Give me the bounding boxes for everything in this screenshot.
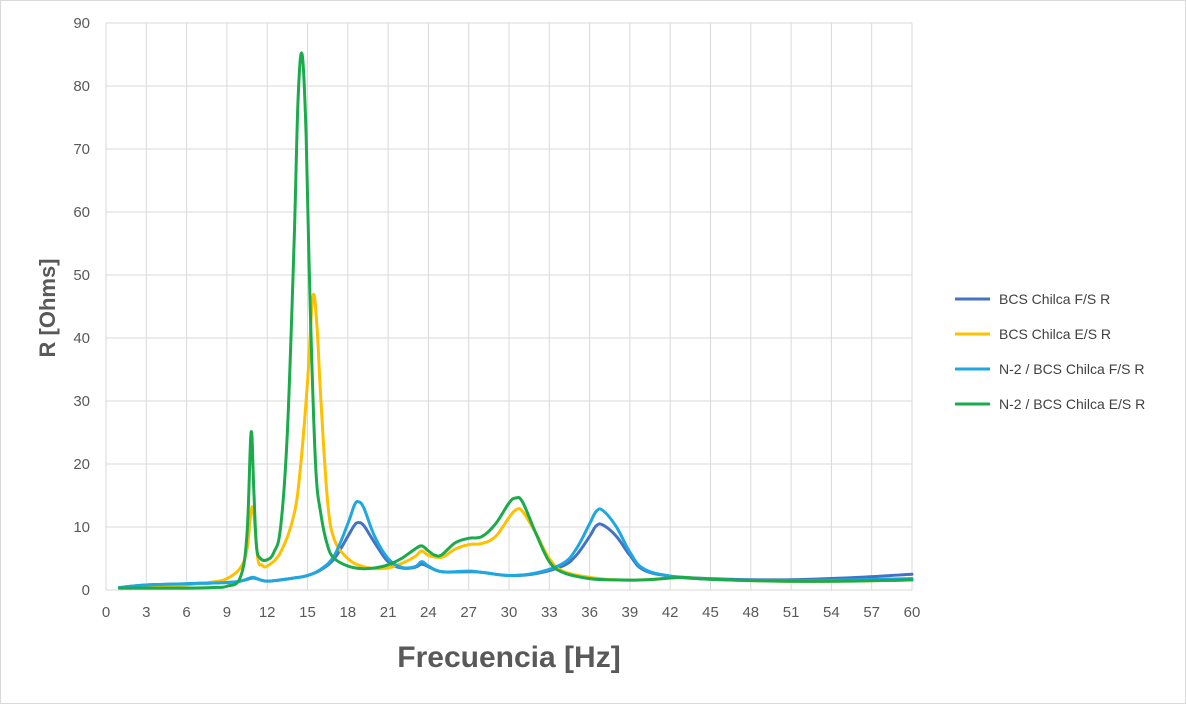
x-tick-label: 21: [380, 604, 397, 621]
x-tick-label: 30: [501, 604, 518, 621]
x-tick-label: 42: [662, 604, 679, 621]
y-tick-label: 80: [73, 78, 90, 95]
y-tick-label: 20: [73, 456, 90, 473]
legend-label: N-2 / BCS Chilca E/S R: [999, 396, 1145, 412]
x-tick-label: 48: [742, 604, 759, 621]
x-tick-label: 3: [142, 604, 150, 621]
legend-label: BCS Chilca F/S R: [999, 291, 1110, 307]
x-tick-label: 60: [904, 604, 921, 621]
x-tick-label: 24: [420, 604, 437, 621]
y-tick-label: 60: [73, 204, 90, 221]
x-tick-label: 54: [823, 604, 840, 621]
x-tick-label: 15: [299, 604, 316, 621]
x-tick-label: 33: [541, 604, 558, 621]
y-tick-label: 70: [73, 141, 90, 158]
x-tick-labels: 0 3 6 9 12 15 18 21 24 27 30 33 36 39 42 45 48 51 54 57 60: [102, 604, 921, 621]
series-lines: [117, 51, 914, 590]
series-line-4: [117, 51, 914, 590]
y-tick-labels: 0 10 20 30 40 50 60 70 80 90: [73, 15, 90, 599]
x-tick-label: 0: [102, 604, 110, 621]
y-tick-label: 0: [82, 582, 90, 599]
x-tick-label: 9: [223, 604, 231, 621]
x-tick-label: 39: [622, 604, 639, 621]
y-tick-label: 90: [73, 15, 90, 32]
x-tick-label: 12: [259, 604, 276, 621]
x-tick-label: 18: [339, 604, 356, 621]
x-tick-label: 51: [783, 604, 800, 621]
grid-lines: [105, 22, 913, 591]
y-tick-label: 10: [73, 519, 90, 536]
y-tick-label: 50: [73, 267, 90, 284]
x-tick-label: 6: [182, 604, 190, 621]
x-tick-label: 27: [460, 604, 477, 621]
x-tick-label: 45: [702, 604, 719, 621]
y-tick-label: 30: [73, 393, 90, 410]
y-axis-title: R [Ohms]: [35, 259, 60, 358]
x-tick-label: 36: [581, 604, 598, 621]
legend: BCS Chilca F/S R BCS Chilca E/S R N-2 / BC…: [955, 291, 1145, 412]
legend-label: BCS Chilca E/S R: [999, 326, 1111, 342]
legend-label: N-2 / BCS Chilca F/S R: [999, 361, 1144, 377]
y-tick-label: 40: [73, 330, 90, 347]
x-axis-title: Frecuencia [Hz]: [397, 641, 620, 674]
series-line-3: [117, 499, 914, 589]
series-line-1: [117, 521, 914, 589]
x-tick-label: 57: [863, 604, 880, 621]
